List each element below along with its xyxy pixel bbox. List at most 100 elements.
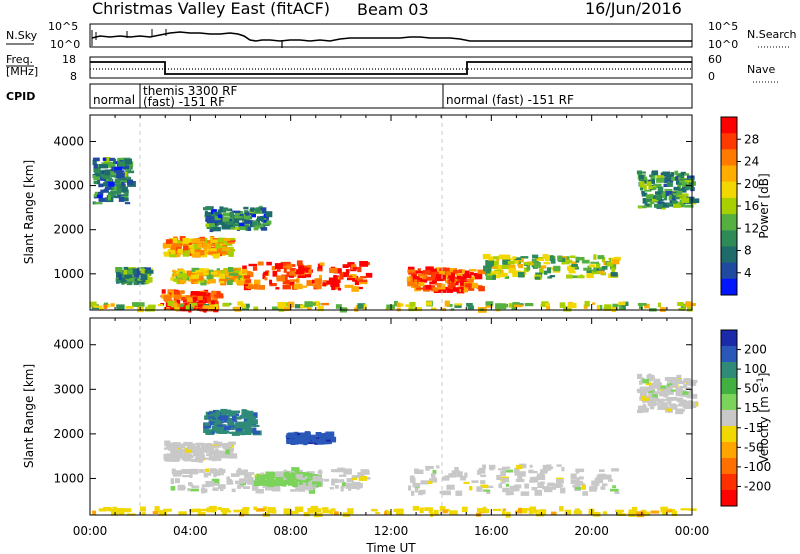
y-tick-label: 4000 — [53, 134, 84, 148]
heatmap-cell — [413, 284, 420, 288]
heatmap-cell — [115, 267, 123, 273]
heatmap-cell — [641, 192, 648, 197]
heatmap-cell — [500, 265, 509, 270]
heatmap-cell — [92, 160, 97, 166]
heatmap-cell — [118, 196, 125, 202]
heatmap-cell — [228, 222, 236, 228]
heatmap-cell — [161, 289, 166, 294]
heatmap-cell — [524, 303, 534, 307]
heatmap-cell — [228, 273, 238, 276]
colorbar-tick-label: -100 — [744, 460, 771, 474]
heatmap-cell — [215, 410, 221, 416]
heatmap-cell — [514, 484, 522, 489]
heatmap-cell — [230, 226, 235, 230]
heatmap-cell — [118, 274, 122, 280]
heatmap-cell — [196, 454, 204, 459]
heatmap-cell — [248, 416, 257, 420]
heatmap-cell — [318, 469, 323, 475]
heatmap-cell — [210, 293, 215, 298]
heatmap-cell — [658, 391, 667, 397]
heatmap-cell — [644, 189, 652, 192]
colorbar-segment — [721, 181, 737, 199]
heatmap-cell — [244, 283, 249, 288]
heatmap-cell — [193, 443, 202, 446]
heatmap-cell — [594, 484, 598, 490]
heatmap-cell — [314, 278, 322, 284]
heatmap-cell — [224, 426, 231, 431]
heatmap-cell — [642, 198, 648, 204]
heatmap-cell — [549, 267, 556, 270]
heatmap-cell — [176, 290, 185, 294]
heatmap-cell — [664, 188, 673, 191]
heatmap-cell — [569, 255, 576, 259]
heatmap-cell — [188, 455, 194, 459]
noise-left-tick-top: 10^5 — [48, 20, 78, 33]
heatmap-cell — [215, 448, 219, 451]
heatmap-cell — [642, 378, 649, 384]
heatmap-cell — [171, 468, 176, 475]
heatmap-cell — [317, 269, 323, 272]
heatmap-cell — [441, 287, 446, 293]
heatmap-cell — [122, 189, 126, 193]
heatmap-cell — [307, 264, 312, 269]
heatmap-cell — [662, 171, 670, 176]
nave-label: Nave — [747, 63, 775, 76]
heatmap-cell — [455, 273, 465, 276]
heatmap-cell — [213, 440, 218, 445]
heatmap-cell — [539, 471, 548, 474]
heatmap-cell — [649, 384, 654, 389]
heatmap-cell — [142, 279, 146, 283]
heatmap-cell — [90, 301, 97, 308]
heatmap-cell — [208, 421, 215, 426]
heatmap-cell — [555, 484, 564, 487]
colorbar-segment — [721, 394, 737, 411]
heatmap-cell — [550, 511, 557, 515]
heatmap-cell — [233, 223, 240, 227]
heatmap-cell — [240, 277, 244, 283]
heatmap-cell — [350, 264, 357, 270]
heatmap-cell — [140, 268, 146, 274]
heatmap-cell — [297, 432, 301, 437]
heatmap-cell — [167, 448, 177, 451]
heatmap-cell — [269, 279, 273, 285]
heatmap-cell — [461, 506, 468, 513]
heatmap-cell — [653, 183, 662, 188]
heatmap-cell — [445, 271, 452, 276]
heatmap-cell — [256, 473, 260, 476]
heatmap-cell — [245, 286, 251, 289]
heatmap-cell — [99, 164, 108, 169]
time-x-axis: 00:00 04:00 08:00 12:00 16:00 20:00 00:00 — [73, 115, 709, 538]
heatmap-cell — [638, 407, 642, 413]
heatmap-cell — [185, 305, 190, 311]
heatmap-cell — [546, 267, 551, 274]
heatmap-cell — [529, 464, 533, 468]
heatmap-cell — [114, 195, 122, 199]
heatmap-cell — [681, 197, 690, 203]
heatmap-cell — [656, 387, 660, 391]
heatmap-cell — [190, 291, 200, 297]
heatmap-cell — [415, 270, 424, 274]
heatmap-cell — [238, 274, 242, 281]
heatmap-cell — [252, 266, 258, 271]
heatmap-cell — [512, 270, 518, 274]
heatmap-cell — [451, 279, 455, 283]
heatmap-cell — [122, 171, 128, 177]
heatmap-cell — [334, 268, 342, 274]
heatmap-cell — [183, 245, 189, 251]
velocity-colorbar: 200 100 50 15 -15 -50 -100 -200 — [720, 329, 771, 507]
heatmap-cell — [549, 275, 556, 278]
heatmap-cell — [157, 304, 163, 307]
heatmap-cell — [322, 282, 327, 287]
heatmap-cell — [638, 171, 646, 174]
heatmap-cell — [307, 507, 314, 514]
heatmap-cell — [116, 172, 125, 179]
heatmap-cell — [678, 187, 687, 193]
heatmap-cell — [244, 474, 252, 479]
heatmap-cell — [107, 194, 111, 201]
heatmap-cell — [450, 283, 456, 287]
heatmap-cell — [127, 179, 134, 185]
heatmap-cell — [194, 456, 203, 462]
heatmap-cell — [533, 476, 539, 483]
heatmap-cell — [653, 391, 661, 395]
heatmap-cell — [591, 270, 600, 275]
